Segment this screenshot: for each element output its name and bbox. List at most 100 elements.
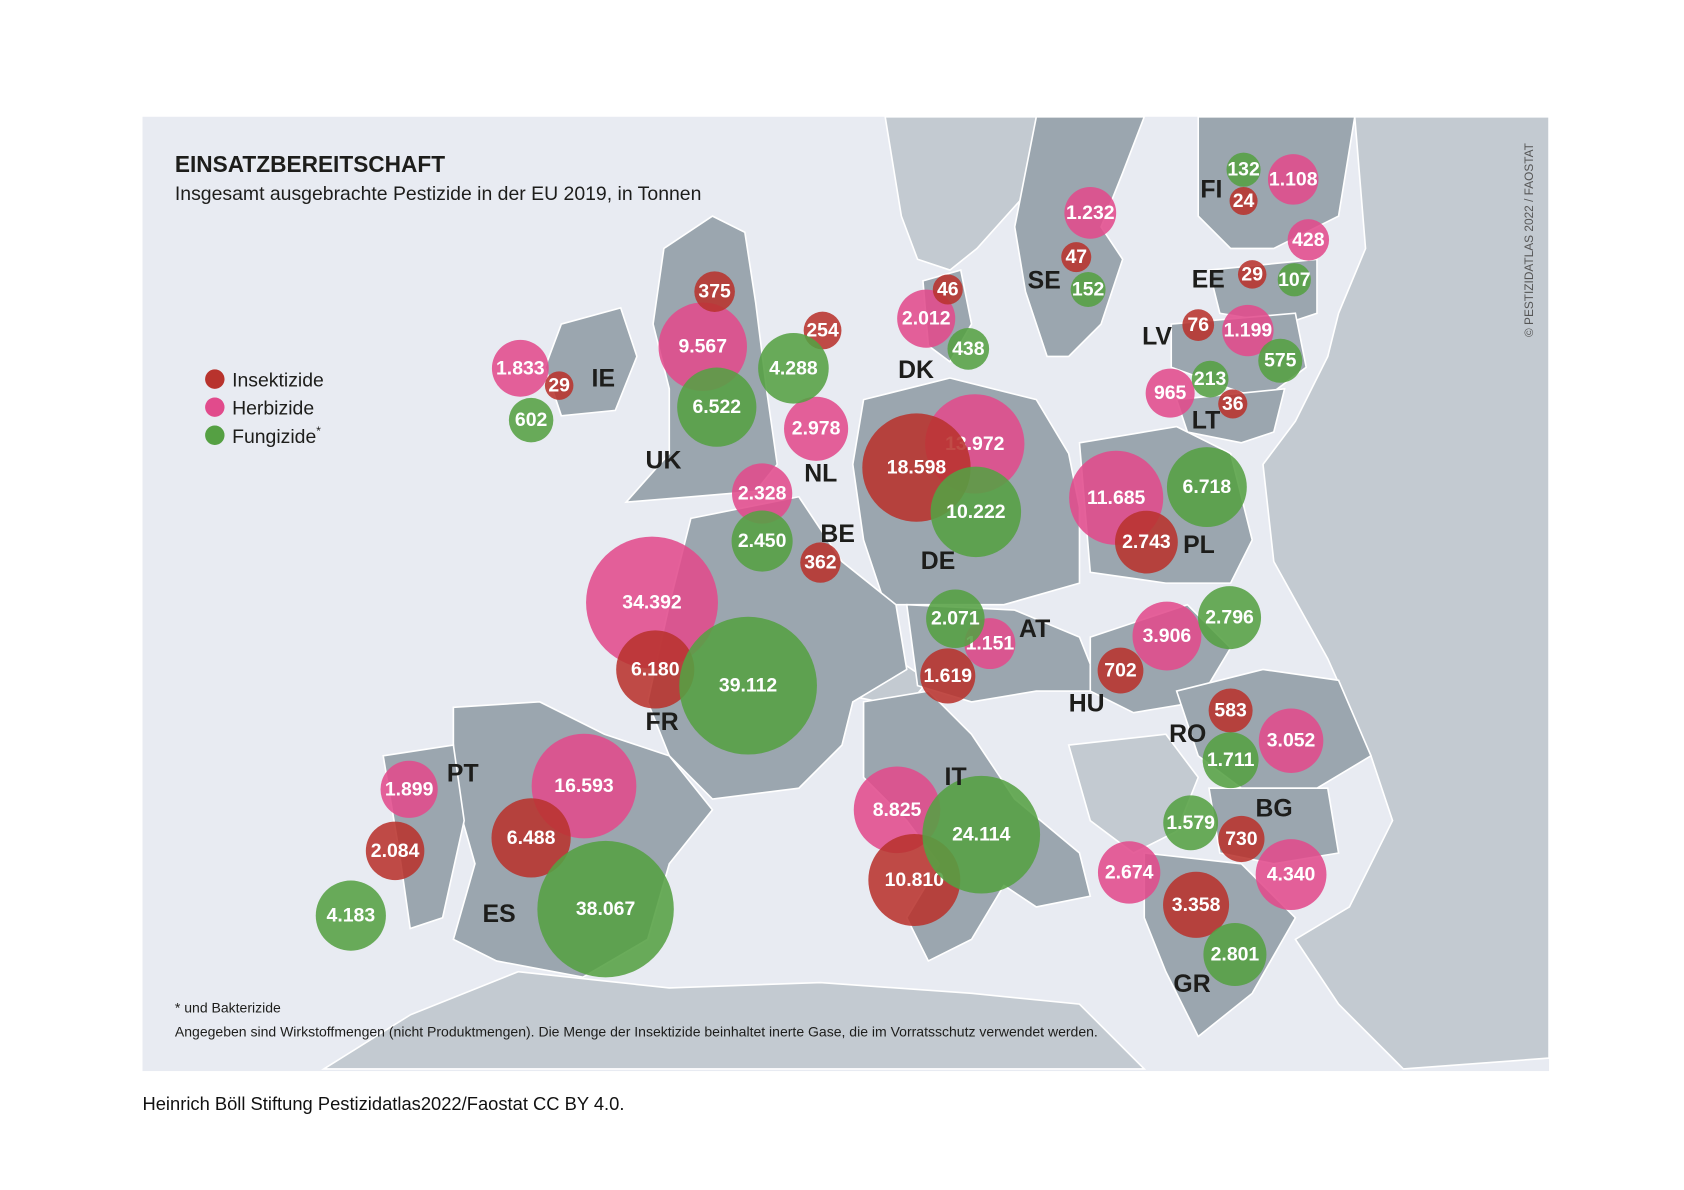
- legend-herbizide-label: Herbizide: [232, 398, 314, 420]
- bubble-insektizide: [616, 630, 695, 709]
- value-label: 1.232: [1066, 202, 1115, 224]
- bubble-herbizide: [1222, 304, 1274, 357]
- circle-pt-herbizide: 1.899: [380, 760, 438, 818]
- value-label: 1.711: [1207, 749, 1255, 771]
- value-label: 6.718: [1183, 476, 1232, 498]
- circle-lv-herbizide: 1.199: [1222, 304, 1274, 357]
- circle-ee-fungizide: 107: [1277, 263, 1311, 297]
- country-label-ie: IE: [592, 366, 615, 393]
- value-label: 1.619: [923, 665, 972, 687]
- value-label: 702: [1104, 660, 1137, 682]
- value-label: 2.084: [371, 840, 420, 862]
- value-label: 4.183: [327, 905, 376, 927]
- value-label: 2.674: [1105, 861, 1154, 883]
- circle-pt-fungizide: 4.183: [315, 880, 386, 951]
- value-label: 2.328: [738, 483, 787, 505]
- circle-dk-herbizide: 2.012: [897, 289, 956, 348]
- country-label-fr: FR: [646, 709, 679, 736]
- bubble-fungizide: [1226, 152, 1261, 187]
- value-label: 36: [1222, 393, 1244, 415]
- bubble-fungizide: [947, 328, 990, 370]
- eu-country-shape: [1013, 115, 1146, 358]
- bubble-fungizide: [731, 510, 793, 572]
- circle-es-fungizide: 38.067: [537, 840, 674, 978]
- legend-herbizide-swatch: [205, 397, 225, 417]
- country-label-uk: UK: [646, 448, 682, 475]
- bubble-fungizide: [926, 589, 985, 649]
- bubble-herbizide: [491, 339, 549, 397]
- bubble-insektizide: [694, 271, 735, 312]
- value-label: 6.488: [507, 827, 556, 849]
- bubble-insektizide: [1061, 242, 1092, 273]
- value-label: 2.796: [1205, 607, 1254, 629]
- country-label-lt: LT: [1192, 408, 1220, 435]
- footnote: * und Bakterizide: [175, 1000, 281, 1016]
- circle-fr-insektizide: 6.180: [616, 630, 695, 709]
- value-label: 362: [804, 552, 837, 574]
- bubble-insektizide: [544, 371, 574, 400]
- bubble-fungizide: [679, 616, 817, 755]
- circle-lv-insektizide: 76: [1182, 309, 1215, 341]
- circle-gr-herbizide: 2.674: [1097, 841, 1161, 904]
- circle-gr-insektizide: 3.358: [1163, 871, 1230, 938]
- bubble-fungizide: [1191, 360, 1229, 398]
- circle-ro-fungizide: 1.711: [1202, 732, 1259, 789]
- bubble-fungizide: [1258, 338, 1303, 383]
- bubble-fungizide: [758, 333, 829, 404]
- map-subtitle: Insgesamt ausgebrachte Pestizide in der …: [175, 183, 702, 205]
- circle-se-insektizide: 47: [1061, 242, 1092, 273]
- bubble-fungizide: [677, 367, 757, 447]
- bubble-herbizide: [1255, 839, 1327, 910]
- bubble-insektizide: [1115, 510, 1178, 574]
- country-label-it: IT: [945, 764, 967, 791]
- country-label-es: ES: [483, 901, 516, 928]
- value-label: 47: [1065, 246, 1087, 268]
- bubble-fungizide: [1070, 272, 1106, 307]
- value-label: 2.978: [792, 418, 841, 440]
- circle-fi-insektizide: 24: [1229, 186, 1258, 216]
- circle-lt-fungizide: 213: [1191, 360, 1229, 398]
- value-label: 29: [1241, 263, 1263, 285]
- circle-pl-insektizide: 2.743: [1115, 510, 1178, 574]
- value-label: 6.180: [631, 658, 680, 680]
- country-label-at: AT: [1019, 616, 1050, 643]
- value-label: 29: [548, 375, 570, 397]
- value-label: 3.052: [1267, 730, 1316, 752]
- bubble-insektizide: [1218, 389, 1248, 419]
- bubble-herbizide: [1287, 219, 1330, 261]
- country-label-ee: EE: [1192, 266, 1225, 293]
- country-label-pt: PT: [447, 761, 479, 788]
- circle-at-insektizide: 1.619: [920, 648, 976, 704]
- value-label: 428: [1292, 229, 1325, 251]
- value-label: 24: [1233, 190, 1255, 212]
- value-label: 9.567: [678, 336, 727, 358]
- circle-se-herbizide: 1.232: [1064, 186, 1117, 239]
- value-label: 375: [698, 281, 731, 303]
- bubble-insektizide: [1218, 815, 1265, 863]
- bubble-insektizide: [920, 648, 976, 704]
- circle-it-herbizide: 8.825: [853, 766, 941, 854]
- legend-fungizide-label: Fungizide: [232, 426, 316, 448]
- country-labels: IE UK NL BE DK DE SE FI EE LV LT PL FR AT HU RO PT ES IT BG…: [447, 177, 1293, 999]
- bubble-fungizide: [930, 466, 1022, 558]
- bubble-herbizide: [1145, 368, 1195, 418]
- value-label: 18.598: [887, 457, 947, 479]
- value-label: 254: [806, 320, 839, 342]
- value-label: 2.071: [931, 608, 980, 630]
- circle-lt-herbizide: 965: [1145, 368, 1195, 418]
- circle-dk-fungizide: 438: [947, 328, 990, 370]
- bubble-insektizide: [1208, 688, 1253, 733]
- country-label-dk: DK: [898, 357, 934, 384]
- value-label: 2.801: [1211, 943, 1260, 965]
- value-label: 2.743: [1122, 531, 1171, 553]
- circle-lt-insektizide: 36: [1218, 389, 1248, 419]
- data-circles: 1.833296029.5673756.5222.9782544.2882.32…: [315, 152, 1330, 986]
- bubble-herbizide: [853, 766, 941, 854]
- value-label: 1.579: [1166, 812, 1215, 834]
- bubble-herbizide: [1064, 186, 1117, 239]
- value-label: 76: [1187, 314, 1209, 336]
- country-label-nl: NL: [804, 461, 837, 488]
- country-label-pl: PL: [1183, 532, 1215, 559]
- value-label: 34.392: [622, 592, 682, 614]
